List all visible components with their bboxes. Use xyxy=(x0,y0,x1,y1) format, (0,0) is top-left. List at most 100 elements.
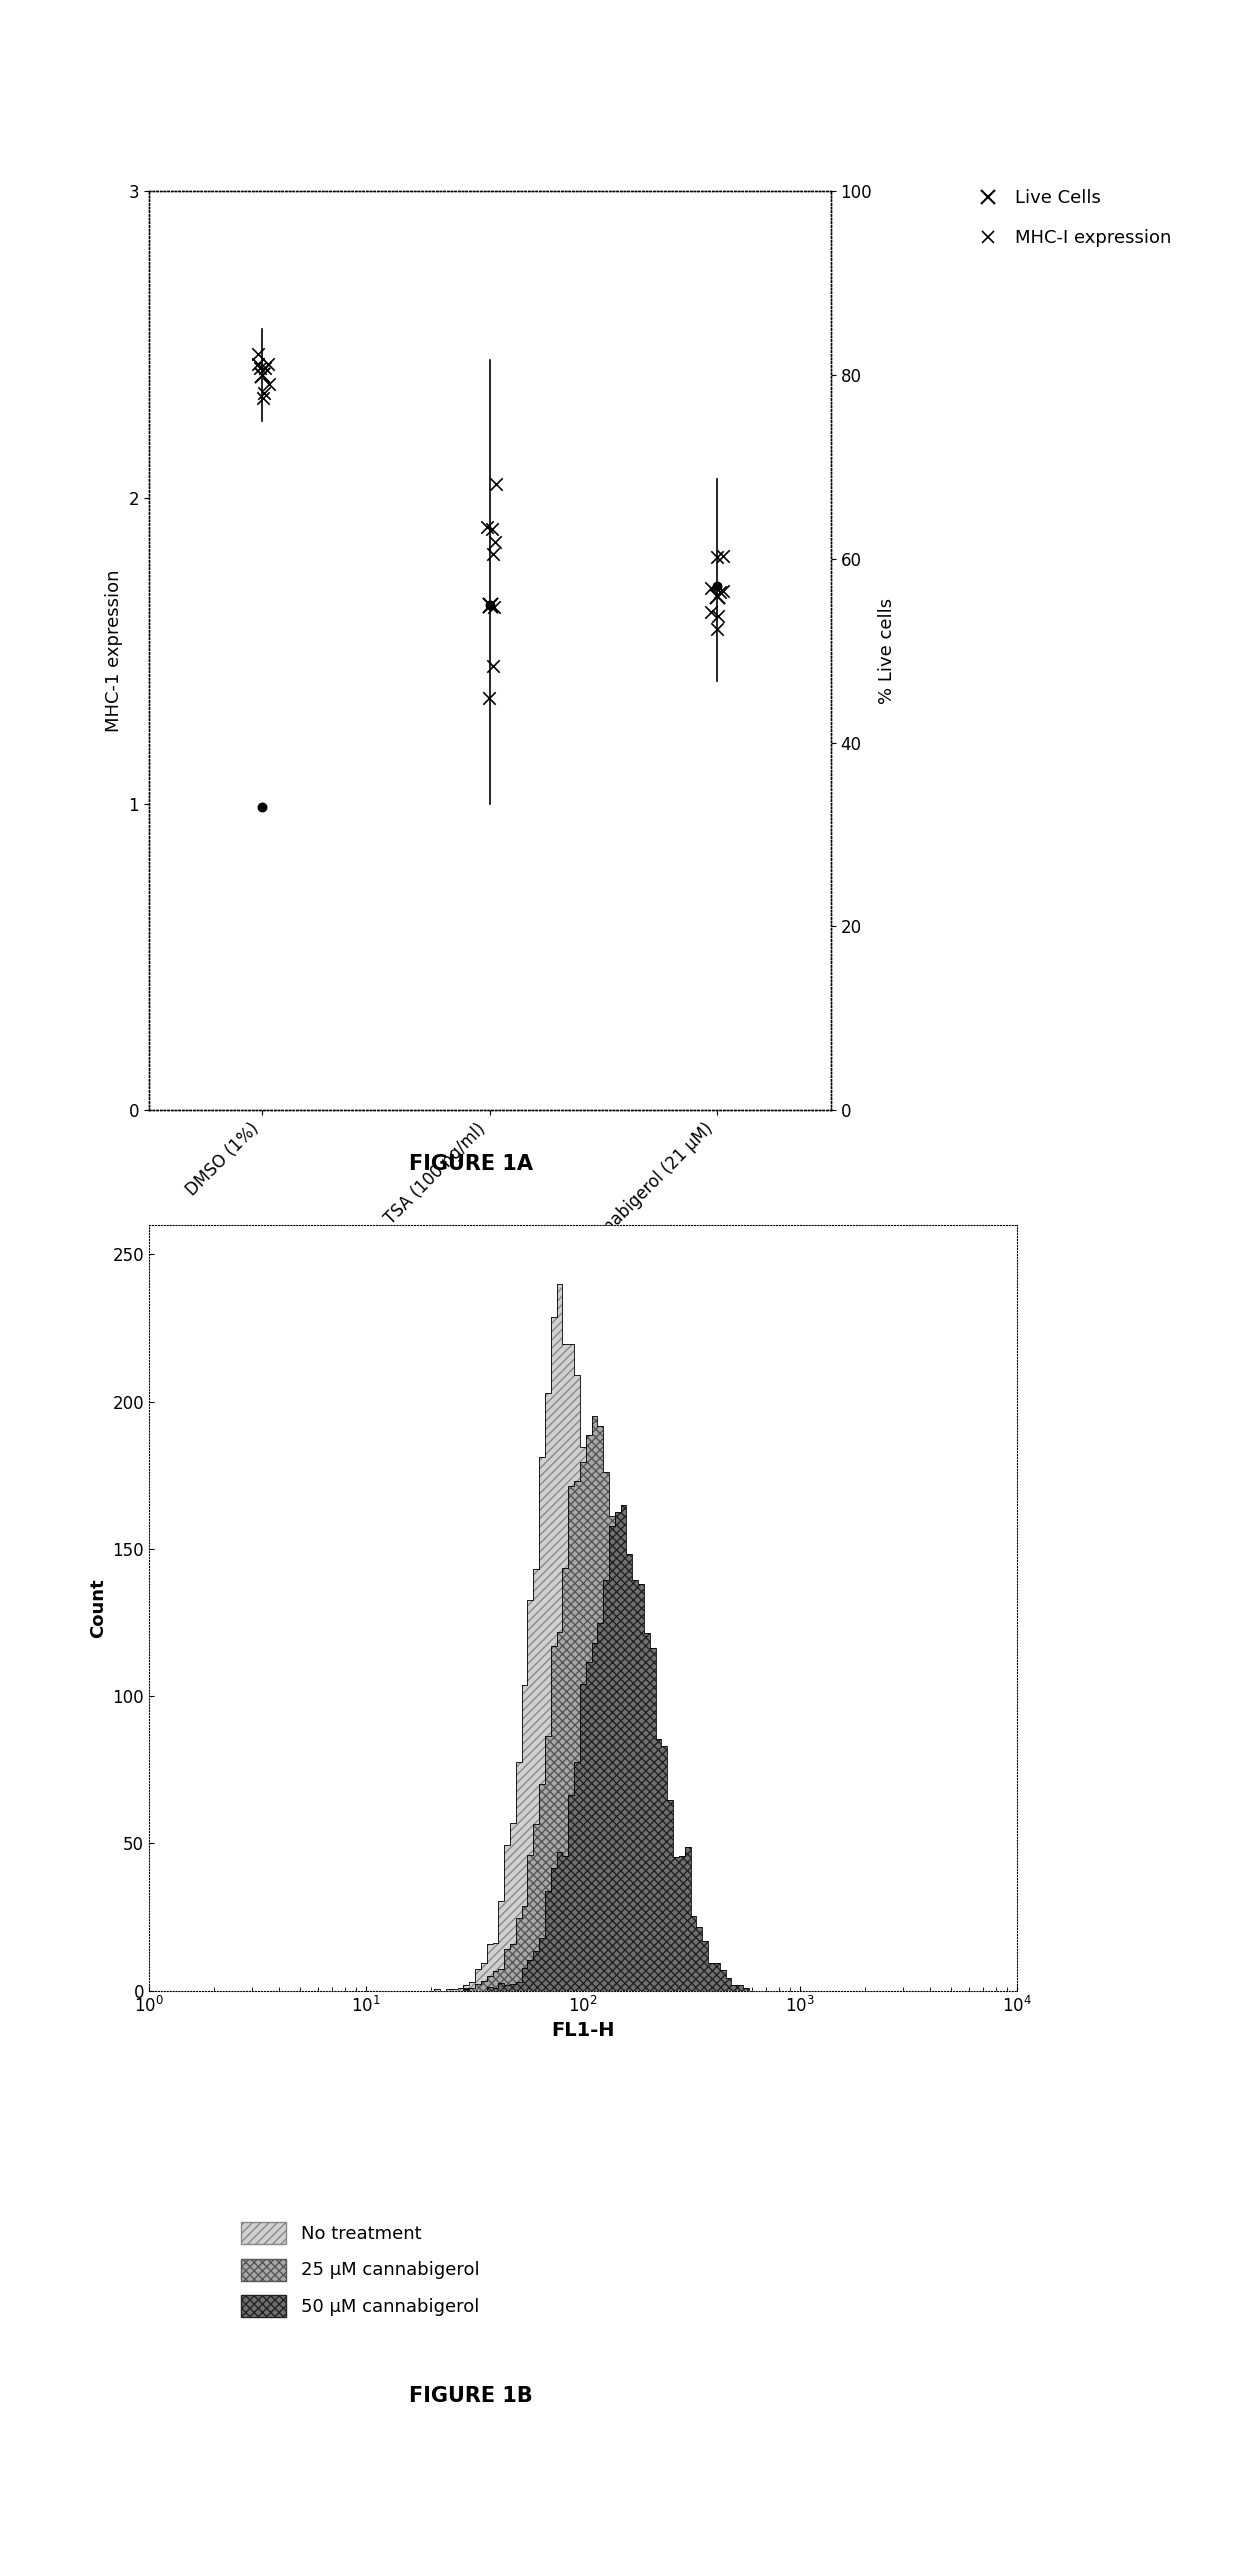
Point xyxy=(708,597,728,638)
Bar xyxy=(481,1962,486,1991)
Point xyxy=(477,505,497,546)
Bar xyxy=(615,1547,621,1991)
Text: FIGURE 1B: FIGURE 1B xyxy=(409,2386,533,2407)
Bar xyxy=(609,1516,615,1991)
Point xyxy=(259,365,279,406)
Bar xyxy=(591,1416,598,1991)
Bar xyxy=(650,1843,656,1991)
Point xyxy=(482,533,502,574)
Bar xyxy=(533,1825,539,1991)
Bar xyxy=(585,1434,591,1991)
Bar xyxy=(639,1585,644,1991)
Bar xyxy=(510,1985,516,1991)
Bar xyxy=(667,1942,673,1991)
Bar xyxy=(673,1858,680,1991)
Bar xyxy=(615,1513,621,1991)
Bar xyxy=(598,1669,603,1991)
Bar xyxy=(505,1845,510,1991)
Legend: No treatment, 25 μM cannabigerol, 50 μM cannabigerol: No treatment, 25 μM cannabigerol, 50 μM … xyxy=(232,2213,489,2325)
Point xyxy=(253,378,273,419)
Bar xyxy=(510,1945,516,1991)
Bar xyxy=(557,1631,563,1991)
Bar xyxy=(632,1580,639,1991)
Point xyxy=(485,523,505,564)
Bar xyxy=(522,1684,527,1991)
Bar xyxy=(603,1473,609,1991)
Bar xyxy=(498,1983,505,1991)
Bar xyxy=(644,1978,650,1991)
Bar xyxy=(697,1980,702,1991)
Point xyxy=(480,584,500,625)
Bar xyxy=(527,1960,533,1991)
Bar xyxy=(533,1952,539,1991)
Point xyxy=(253,786,273,827)
Bar xyxy=(732,1985,737,1991)
Bar xyxy=(539,1457,544,1991)
Bar xyxy=(574,1376,580,1991)
Bar xyxy=(574,1761,580,1991)
Bar xyxy=(522,1968,527,1991)
Bar xyxy=(539,1784,544,1991)
Bar xyxy=(725,1978,732,1991)
Point xyxy=(482,508,502,549)
Bar xyxy=(598,1427,603,1991)
Point xyxy=(713,572,733,612)
Bar xyxy=(680,1978,684,1991)
Bar xyxy=(591,1600,598,1991)
Bar xyxy=(585,1661,591,1991)
Bar xyxy=(505,1950,510,1991)
Y-axis label: % Live cells: % Live cells xyxy=(878,597,895,704)
Point xyxy=(484,587,503,628)
Bar xyxy=(486,1988,492,1991)
Point xyxy=(708,607,728,648)
Bar xyxy=(667,1799,673,1991)
Point xyxy=(701,592,720,633)
Point xyxy=(254,347,274,388)
Bar xyxy=(544,1891,551,1991)
Point xyxy=(248,334,268,375)
Bar xyxy=(498,1901,505,1991)
Bar xyxy=(598,1623,603,1991)
Bar xyxy=(563,1345,568,1991)
Point xyxy=(254,373,274,413)
Bar xyxy=(621,1605,626,1991)
Bar xyxy=(603,1580,609,1991)
Bar xyxy=(702,1985,708,1991)
Point xyxy=(713,536,733,577)
Point xyxy=(250,347,270,388)
Bar xyxy=(568,1794,574,1991)
Bar xyxy=(650,1988,656,1991)
Bar xyxy=(691,1917,697,1991)
Bar xyxy=(544,1393,551,1991)
Bar xyxy=(580,1684,585,1991)
Bar xyxy=(544,1735,551,1991)
Point xyxy=(711,572,730,612)
Bar xyxy=(644,1633,650,1991)
Bar xyxy=(656,1738,661,1991)
Bar xyxy=(557,1284,563,1991)
Bar xyxy=(615,1863,621,1991)
Bar xyxy=(533,1569,539,1991)
Bar xyxy=(475,1970,481,1991)
Bar xyxy=(644,1832,650,1991)
Bar xyxy=(626,1651,632,1991)
Bar xyxy=(661,1746,667,1991)
Bar xyxy=(603,1728,609,1991)
Bar xyxy=(568,1485,574,1991)
Point xyxy=(253,355,273,396)
Bar xyxy=(505,1985,510,1991)
Bar xyxy=(580,1447,585,1991)
Legend: Live Cells, MHC-I expression: Live Cells, MHC-I expression xyxy=(962,181,1178,255)
Bar xyxy=(632,1952,639,1991)
Y-axis label: Count: Count xyxy=(89,1577,107,1638)
Bar xyxy=(563,1569,568,1991)
Point xyxy=(701,567,720,607)
Bar xyxy=(492,1970,498,1991)
Point xyxy=(486,464,506,505)
Point xyxy=(707,574,727,615)
Bar xyxy=(551,1317,557,1991)
Bar xyxy=(539,1940,544,1991)
X-axis label: FL1-H: FL1-H xyxy=(551,2021,615,2039)
Bar xyxy=(737,1985,743,1991)
Bar xyxy=(510,1822,516,1991)
